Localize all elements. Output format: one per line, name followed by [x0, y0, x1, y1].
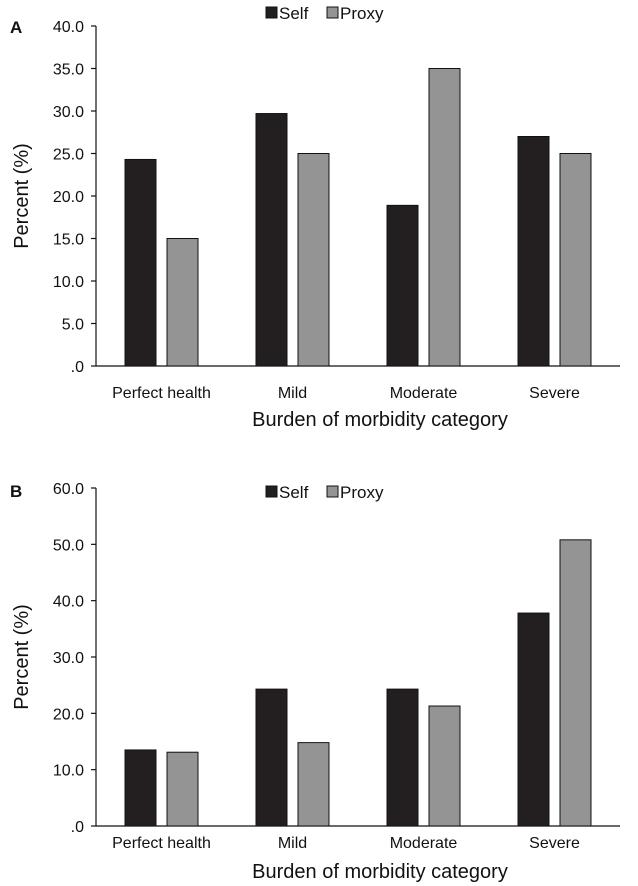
y-tick-label: 25.0 [53, 147, 84, 164]
bar-self-mild [255, 688, 288, 827]
legend-label-self: Self [279, 4, 309, 23]
x-axis-title: Burden of morbidity category [252, 409, 508, 431]
bar-proxy-perfect-health [166, 238, 199, 367]
bar-self-moderate [386, 688, 419, 827]
bar-proxy-mild [297, 153, 330, 367]
legend-label-proxy: Proxy [340, 483, 384, 502]
bar-proxy-moderate [428, 68, 461, 367]
x-tick-label: Severe [529, 835, 580, 852]
x-tick-label: Perfect health [112, 385, 211, 402]
y-tick-label: 10.0 [53, 763, 84, 780]
y-tick-label: 40.0 [53, 594, 84, 611]
y-axis-title: Percent (%) [11, 604, 33, 710]
legend-swatch-proxy [326, 6, 339, 19]
x-tick-label: Mild [278, 385, 307, 402]
bar-proxy-moderate [428, 705, 461, 827]
y-tick-label: 10.0 [53, 274, 84, 291]
y-tick-label: 35.0 [53, 62, 84, 79]
x-tick-label: Perfect health [112, 835, 211, 852]
chart-panel-a: A .0 5.0 10.0 15.0 20.0 25.0 30.0 35.0 40.0 Percen… [10, 4, 620, 431]
bar-self-perfect-health [124, 158, 157, 367]
bar-proxy-mild [297, 742, 330, 827]
y-tick-label: .0 [71, 359, 84, 376]
y-tick-label: 5.0 [62, 317, 84, 334]
bar-self-mild [255, 113, 288, 367]
y-tick-label: 15.0 [53, 232, 84, 249]
y-tick-label: .0 [71, 819, 84, 836]
x-tick-label: Mild [278, 835, 307, 852]
bar-proxy-perfect-health [166, 751, 199, 827]
legend-swatch-proxy [326, 485, 339, 498]
y-tick-label: 30.0 [53, 650, 84, 667]
y-tick-label: 30.0 [53, 104, 84, 121]
bar-self-moderate [386, 204, 419, 367]
bar-self-severe [517, 136, 550, 367]
y-tick-label: 20.0 [53, 706, 84, 723]
bar-self-severe [517, 612, 550, 827]
legend-swatch-self [265, 485, 278, 498]
bar-self-perfect-health [124, 749, 157, 827]
x-tick-label: Moderate [390, 385, 458, 402]
panel-label: B [10, 482, 22, 501]
y-tick-label: 40.0 [53, 19, 84, 36]
y-axis-title: Percent (%) [11, 143, 33, 249]
chart-panel-b: B .0 10.0 20.0 30.0 40.0 50.0 60.0 Percent (%) Pe… [10, 481, 620, 883]
bar-proxy-severe [559, 539, 592, 827]
bar-proxy-severe [559, 153, 592, 367]
legend-label-self: Self [279, 483, 309, 502]
x-tick-label: Moderate [390, 835, 458, 852]
legend-label-proxy: Proxy [340, 4, 384, 23]
y-tick-label: 50.0 [53, 537, 84, 554]
legend-swatch-self [265, 6, 278, 19]
panel-label: A [10, 18, 22, 37]
x-tick-label: Severe [529, 385, 580, 402]
y-tick-label: 60.0 [53, 481, 84, 498]
y-tick-label: 20.0 [53, 189, 84, 206]
x-axis-title: Burden of morbidity category [252, 861, 508, 883]
